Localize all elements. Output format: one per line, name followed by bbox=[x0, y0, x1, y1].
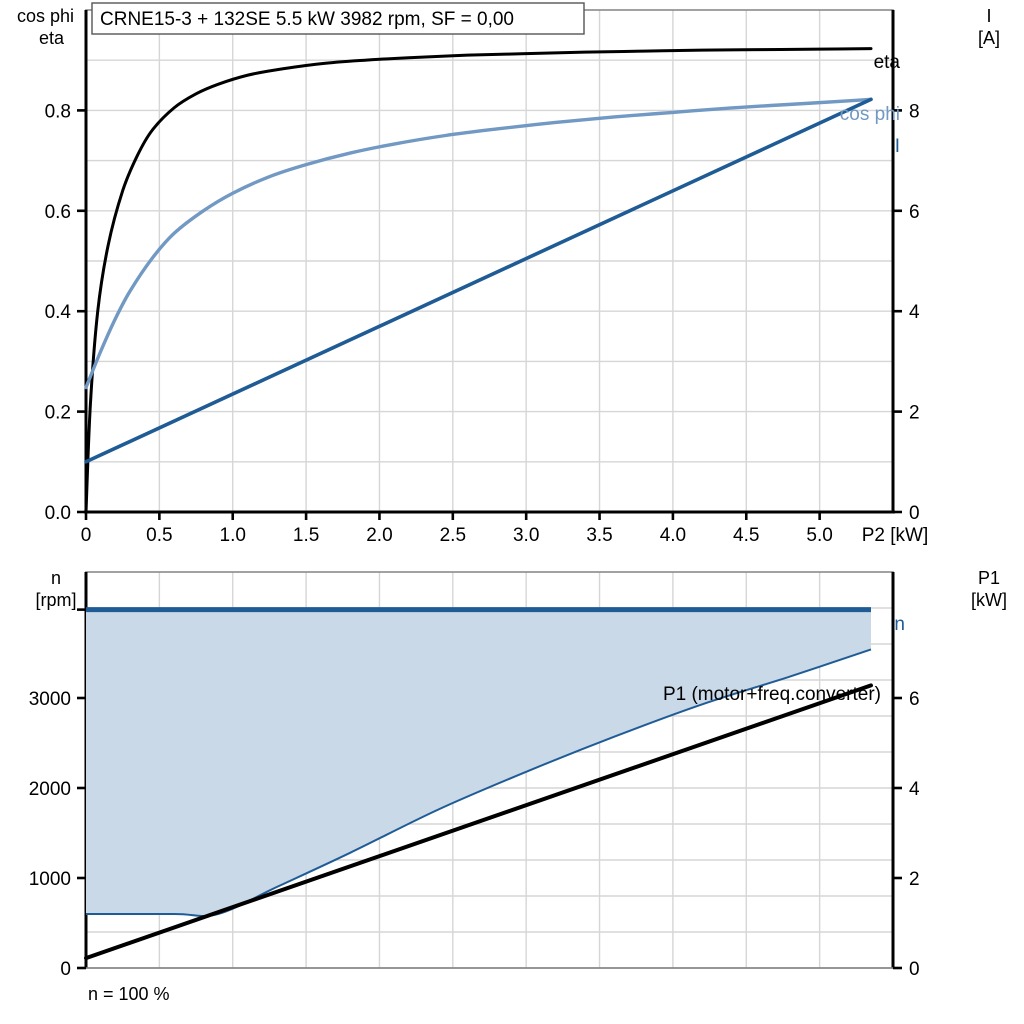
series-p1 bbox=[84, 683, 873, 961]
x-tick-label: 5.0 bbox=[806, 525, 832, 546]
y-axis-caption-eta: eta bbox=[39, 28, 65, 48]
y-tick-label-left: 0.0 bbox=[45, 503, 71, 524]
y-tick-label-left: 2000 bbox=[29, 779, 71, 800]
y-axis-caption-n-unit: [rpm] bbox=[35, 590, 76, 610]
x-tick-label: 3.5 bbox=[586, 525, 612, 546]
y-axis-caption-i: I bbox=[986, 6, 991, 26]
series-current bbox=[84, 97, 873, 464]
y-tick-label-left: 0.8 bbox=[45, 101, 71, 122]
x-axis-label-p2: P2 [kW] bbox=[862, 525, 929, 546]
y-tick-label-right: 6 bbox=[909, 202, 920, 223]
y-axis-caption-i-unit: [A] bbox=[978, 28, 1000, 48]
curve-label-eta: eta bbox=[874, 52, 901, 73]
x-tick-label: 1.5 bbox=[293, 525, 319, 546]
y-tick-label-right: 6 bbox=[909, 689, 920, 710]
y-axis-caption-n: n bbox=[51, 568, 61, 588]
annotation-p1: P1 (motor+freq.converter) bbox=[663, 684, 881, 705]
series-cos_phi bbox=[84, 97, 873, 390]
x-tick-label: 4.0 bbox=[660, 525, 686, 546]
y-tick-label-right: 0 bbox=[909, 959, 920, 980]
y-axis-caption-p1: P1 bbox=[978, 568, 1000, 588]
operating-band-fill bbox=[86, 609, 871, 916]
y-tick-label-left: 3000 bbox=[29, 689, 71, 710]
y-tick-label-right: 2 bbox=[909, 869, 920, 890]
x-tick-label: 1.0 bbox=[220, 525, 246, 546]
x-tick-label: 0.5 bbox=[146, 525, 172, 546]
x-tick-label: 3.0 bbox=[513, 525, 539, 546]
title-box bbox=[91, 2, 585, 35]
curve-label-current: I bbox=[895, 136, 900, 157]
footer-note: n = 100 % bbox=[88, 984, 170, 1004]
x-tick-label: 2.5 bbox=[440, 525, 466, 546]
y-tick-label-left: 0.2 bbox=[45, 403, 71, 424]
y-tick-label-right: 4 bbox=[909, 302, 920, 323]
y-tick-label-left: 0.6 bbox=[45, 202, 71, 223]
y-tick-label-left: 1000 bbox=[29, 869, 71, 890]
chart-title: CRNE15-3 + 132SE 5.5 kW 3982 rpm, SF = 0… bbox=[100, 9, 514, 30]
series-eta bbox=[84, 47, 873, 514]
y-tick-label-left: 0.4 bbox=[45, 302, 72, 323]
y-axis-caption-p1-unit: [kW] bbox=[971, 590, 1007, 610]
y-tick-label-right: 4 bbox=[909, 779, 920, 800]
y-axis-caption-cosphi: cos phi bbox=[17, 6, 74, 26]
y-tick-label-right: 2 bbox=[909, 403, 920, 424]
y-tick-label-right: 8 bbox=[909, 101, 920, 122]
x-tick-label: 4.5 bbox=[733, 525, 759, 546]
y-tick-label-right: 0 bbox=[909, 503, 920, 524]
x-tick-label: 0 bbox=[81, 525, 92, 546]
x-tick-label: 2.0 bbox=[366, 525, 392, 546]
annotation-n: n bbox=[894, 614, 905, 635]
curve-label-cos-phi: cos phi bbox=[840, 104, 900, 125]
y-tick-label-left: 0 bbox=[60, 959, 71, 980]
